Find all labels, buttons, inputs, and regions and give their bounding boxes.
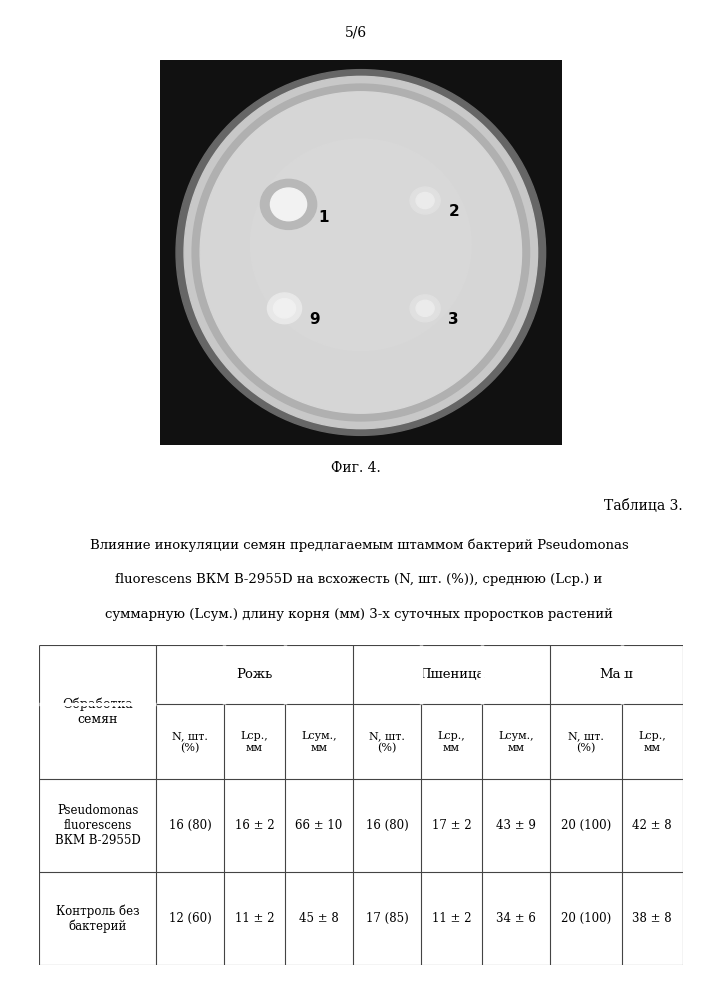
Ellipse shape (250, 139, 471, 351)
Text: Pseudomonas
fluorescens
ВКМ В-2955D: Pseudomonas fluorescens ВКМ В-2955D (55, 804, 141, 847)
Text: Lср.,
мм: Lср., мм (438, 731, 466, 753)
Text: 12 (60): 12 (60) (169, 912, 212, 925)
Text: Пшеница: Пшеница (419, 668, 484, 681)
Ellipse shape (192, 84, 530, 421)
Text: Lсум.,
мм: Lсум., мм (498, 731, 534, 753)
Text: 34 ± 6: 34 ± 6 (496, 912, 536, 925)
Text: 20 (100): 20 (100) (561, 819, 611, 832)
Text: 11 ± 2: 11 ± 2 (235, 912, 274, 925)
Ellipse shape (260, 179, 316, 229)
Text: 17 (85): 17 (85) (365, 912, 409, 925)
Text: 66 ± 10: 66 ± 10 (295, 819, 343, 832)
Text: Влияние инокуляции семян предлагаемым штаммом бактерий Pseudomonas: Влияние инокуляции семян предлагаемым шт… (90, 539, 629, 552)
Ellipse shape (184, 76, 538, 429)
Text: 42 ± 8: 42 ± 8 (632, 819, 672, 832)
Text: N, шт.
(%): N, шт. (%) (369, 731, 405, 753)
Text: fluorescens ВКМ В-2955D на всхожесть (N, шт. (%)), среднюю (Lср.) и: fluorescens ВКМ В-2955D на всхожесть (N,… (115, 573, 603, 586)
Text: Контроль без
бактерий: Контроль без бактерий (55, 904, 139, 933)
Text: Маш: Маш (599, 668, 634, 681)
Text: 45 ± 8: 45 ± 8 (299, 912, 339, 925)
Text: Рожь: Рожь (237, 668, 273, 681)
Ellipse shape (274, 299, 296, 318)
Text: 43 ± 9: 43 ± 9 (496, 819, 536, 832)
Text: 16 (80): 16 (80) (169, 819, 212, 832)
Ellipse shape (176, 70, 545, 435)
Ellipse shape (410, 187, 440, 214)
Text: Lсум.,
мм: Lсум., мм (301, 731, 337, 753)
Text: Lср.,
мм: Lср., мм (638, 731, 666, 753)
Text: N, шт.
(%): N, шт. (%) (172, 731, 208, 753)
Text: 2: 2 (449, 204, 459, 219)
Text: 1: 1 (319, 210, 329, 225)
Text: Обработка
семян: Обработка семян (63, 698, 133, 726)
Text: суммарную (Lсум.) длину корня (мм) 3-х суточных проростков растений: суммарную (Lсум.) длину корня (мм) 3-х с… (105, 608, 613, 621)
Text: 11 ± 2: 11 ± 2 (432, 912, 471, 925)
Text: 38 ± 8: 38 ± 8 (632, 912, 672, 925)
Text: Таблица 3.: Таблица 3. (604, 499, 683, 513)
Ellipse shape (416, 192, 434, 209)
Text: Фиг. 4.: Фиг. 4. (331, 461, 380, 475)
Ellipse shape (416, 300, 434, 316)
Text: 5/6: 5/6 (344, 26, 367, 40)
Text: 17 ± 2: 17 ± 2 (432, 819, 471, 832)
Text: 20 (100): 20 (100) (561, 912, 611, 925)
Text: 3: 3 (449, 312, 459, 327)
Text: 9: 9 (309, 312, 320, 327)
Ellipse shape (267, 293, 301, 324)
Text: 16 (80): 16 (80) (365, 819, 409, 832)
Text: 16 ± 2: 16 ± 2 (235, 819, 274, 832)
Ellipse shape (410, 295, 440, 322)
Ellipse shape (201, 92, 521, 413)
Text: Lср.,
мм: Lср., мм (241, 731, 269, 753)
Ellipse shape (270, 188, 306, 221)
Text: N, шт.
(%): N, шт. (%) (568, 731, 604, 753)
